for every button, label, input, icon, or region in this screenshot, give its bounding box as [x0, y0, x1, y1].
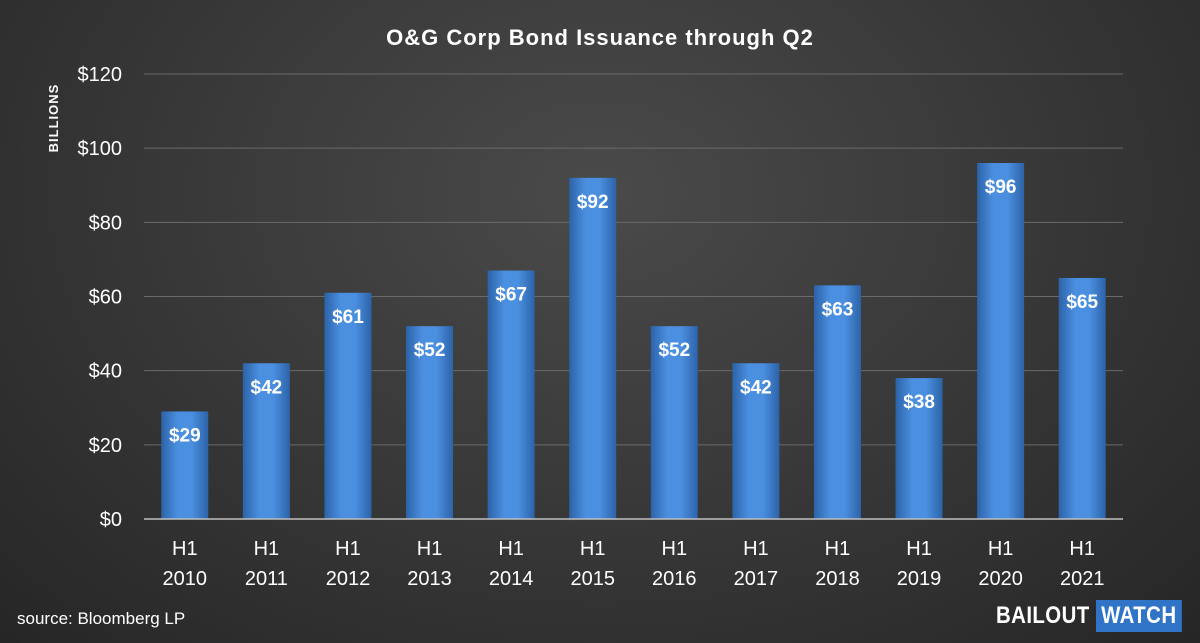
y-tick-label: $80 [89, 212, 122, 234]
bar [732, 363, 780, 519]
y-tick-label: $60 [89, 287, 122, 309]
x-tick-label: 2010 [163, 568, 208, 590]
x-tick-label: H1 [906, 538, 932, 560]
data-label: $38 [903, 392, 935, 413]
x-tick-label: H1 [988, 538, 1014, 560]
x-tick-label: H1 [580, 538, 606, 560]
x-tick-label: H1 [417, 538, 443, 560]
y-axis-label: BILLIONS [46, 84, 61, 153]
source-note: source: Bloomberg LP [17, 609, 186, 628]
x-tick-label: H1 [825, 538, 851, 560]
x-tick-label: H1 [498, 538, 524, 560]
bar [406, 326, 454, 519]
bars [161, 163, 1106, 520]
bar [161, 411, 209, 519]
x-tick-label: H1 [254, 538, 280, 560]
data-label: $29 [169, 425, 201, 446]
bailout-watch-logo: BAILOUT WATCH [996, 600, 1197, 632]
y-tick-label: $40 [89, 361, 122, 383]
data-label: $52 [414, 340, 446, 361]
bar [813, 285, 861, 519]
y-axis-ticks: $0 $20 $40 $60 $80 $100 $120 [78, 64, 123, 531]
x-tick-label: 2020 [978, 568, 1023, 590]
bar [242, 363, 290, 519]
x-tick-label: 2015 [570, 568, 615, 590]
x-tick-label: 2019 [897, 568, 942, 590]
bar [977, 163, 1025, 519]
x-tick-label: 2018 [815, 568, 860, 590]
bar [1058, 277, 1106, 519]
logo-word-watch: WATCH [1096, 600, 1182, 632]
data-label: $42 [740, 377, 772, 398]
y-tick-label: $0 [100, 509, 122, 531]
gridlines [144, 73, 1123, 446]
bar [569, 177, 617, 520]
x-tick-label: H1 [335, 538, 361, 560]
data-label: $61 [332, 307, 364, 328]
x-tick-label: 2014 [489, 568, 534, 590]
x-tick-label: 2016 [652, 568, 697, 590]
data-label: $63 [822, 299, 854, 320]
data-label: $67 [495, 285, 527, 306]
x-tick-label: 2011 [245, 568, 288, 590]
data-label: $65 [1066, 292, 1098, 313]
x-tick-label: 2012 [326, 568, 371, 590]
data-label: $42 [251, 377, 283, 398]
bar [324, 292, 372, 519]
bar [895, 378, 943, 519]
y-tick-label: $100 [78, 138, 123, 160]
chart-title: O&G Corp Bond Issuance through Q2 [386, 25, 814, 50]
y-tick-label: $120 [78, 64, 123, 86]
data-label: $52 [658, 340, 690, 361]
bar [650, 326, 698, 519]
x-tick-label: 2013 [407, 568, 452, 590]
data-label: $92 [577, 192, 609, 213]
y-tick-label: $20 [89, 435, 122, 457]
x-tick-label: H1 [172, 538, 198, 560]
x-tick-label: H1 [662, 538, 688, 560]
x-tick-label: 2017 [734, 568, 779, 590]
data-label: $96 [985, 177, 1017, 198]
x-tick-label: 2021 [1060, 568, 1105, 590]
data-labels: $29 $42 $61 $52 $67 $92 $52 $42 $63 $38 $96 $65 [169, 177, 1099, 446]
logo-word-bailout: BAILOUT [996, 602, 1090, 629]
x-axis-ticks: H1 2010 H1 2011 H1 2012 H1 2013 H1 2014 H1 2015 H1 20… [163, 538, 1105, 590]
bar [487, 270, 535, 519]
x-tick-label: H1 [1069, 538, 1095, 560]
x-tick-label: H1 [743, 538, 769, 560]
